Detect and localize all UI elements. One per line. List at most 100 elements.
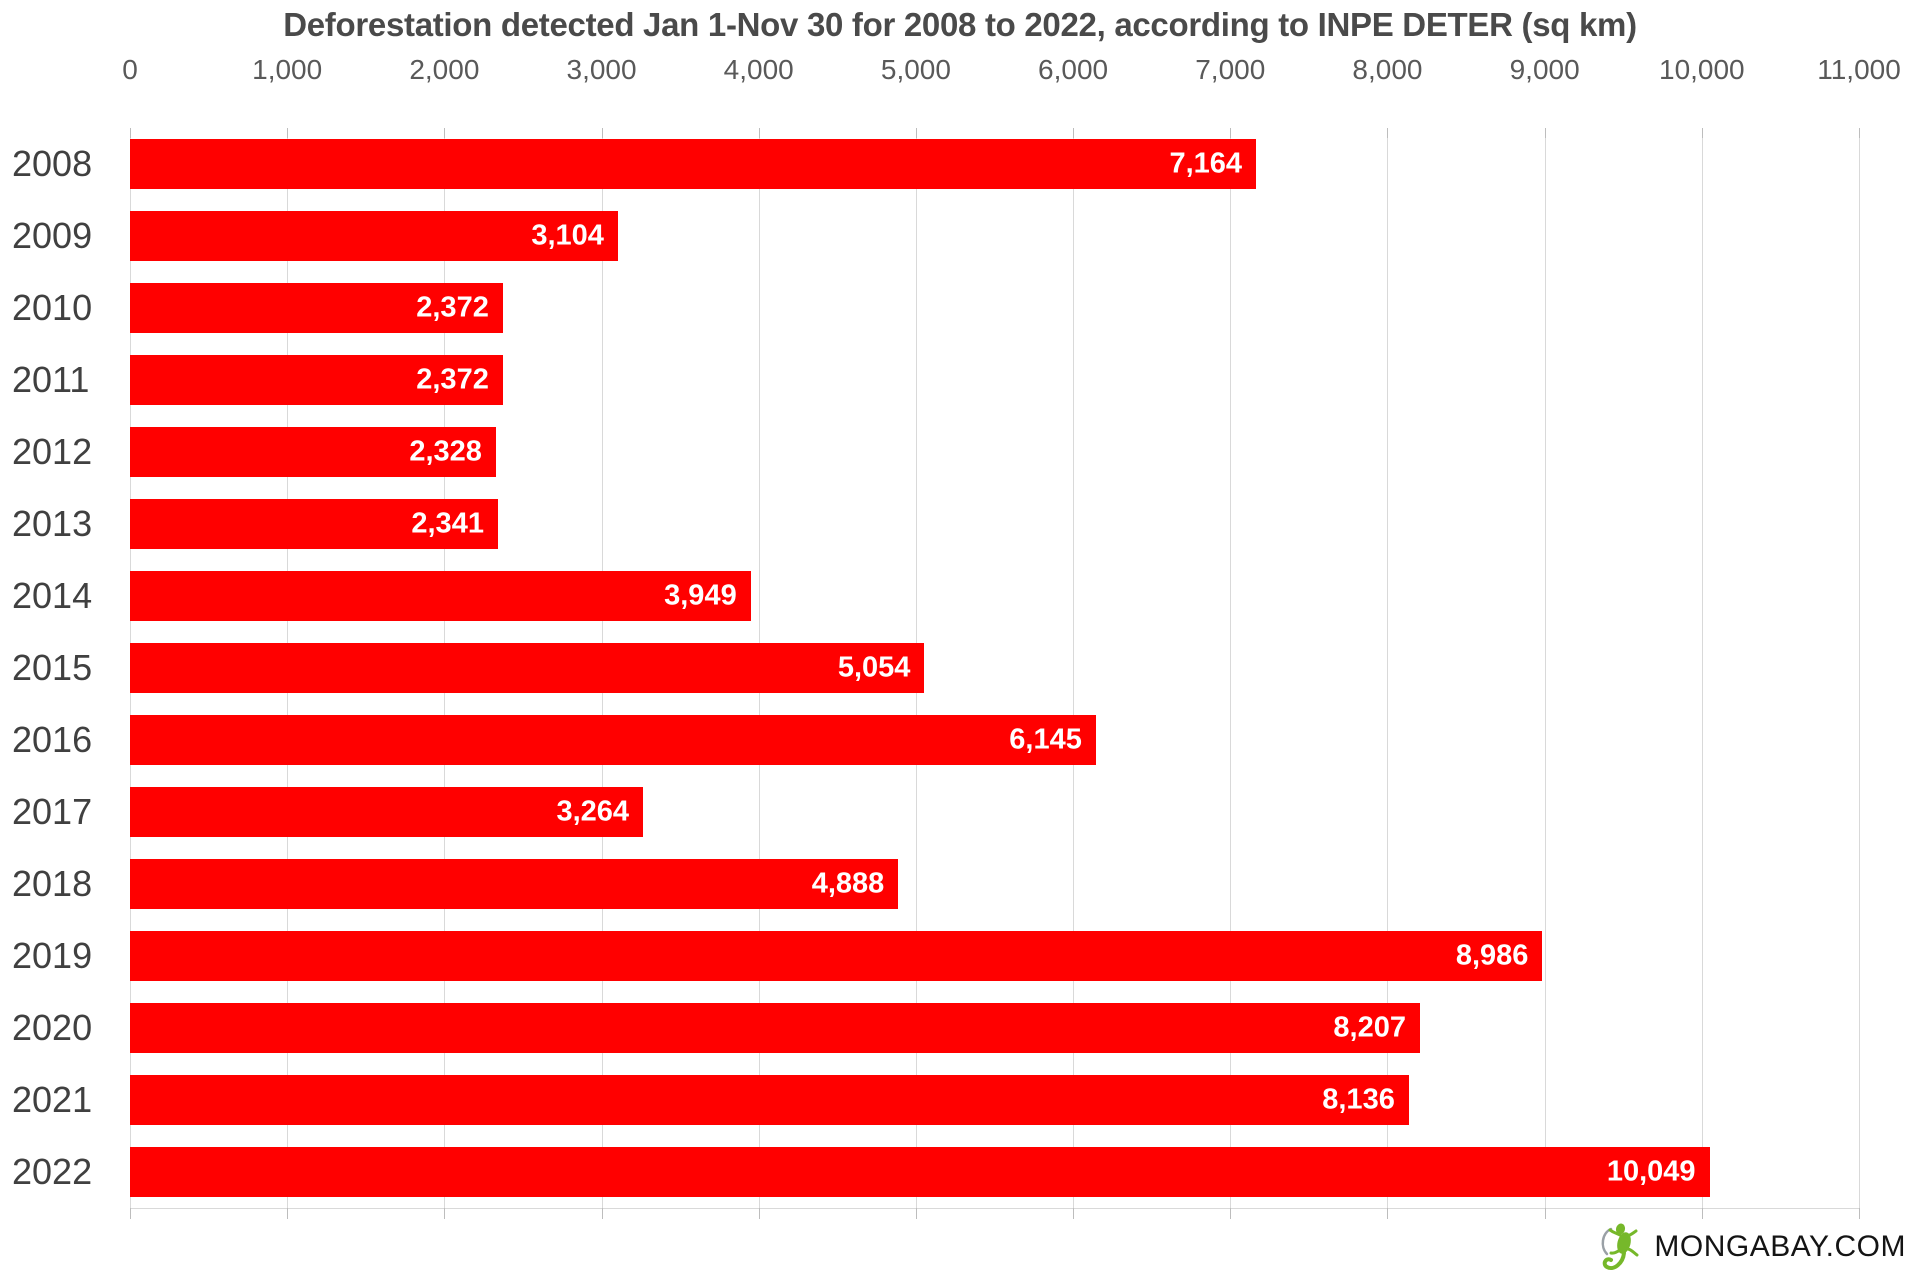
x-tick-label: 4,000 — [723, 54, 794, 85]
tick-mark-bottom — [287, 1208, 289, 1219]
bar: 2,341 — [130, 499, 498, 549]
bar-row: 5,054 — [130, 632, 1859, 704]
year-label: 2014 — [12, 575, 93, 616]
bar-row: 10,049 — [130, 1136, 1859, 1208]
year-label: 2020 — [12, 1007, 93, 1048]
tick-mark-top — [130, 128, 131, 138]
x-tick-label: 7,000 — [1195, 54, 1266, 85]
x-tick-label: 9,000 — [1509, 54, 1580, 85]
year-label: 2013 — [12, 503, 93, 544]
gecko-icon — [1601, 1223, 1639, 1270]
gridline — [1544, 128, 1546, 1208]
x-tick-label: 8,000 — [1352, 54, 1423, 85]
tick-mark-bottom — [1701, 1208, 1703, 1219]
bar-value-label: 8,207 — [1333, 1011, 1406, 1044]
bar-row: 8,986 — [130, 920, 1859, 992]
bar-value-label: 7,164 — [1169, 147, 1243, 180]
bar: 2,372 — [130, 283, 503, 333]
x-tick-label: 10,000 — [1658, 54, 1745, 85]
brand-text: MONGABAY.COM — [1654, 1230, 1906, 1263]
tick-mark-bottom — [1230, 1208, 1232, 1219]
bar: 8,136 — [130, 1075, 1409, 1125]
tick-mark-bottom — [1073, 1208, 1075, 1219]
bar-row: 8,136 — [130, 1064, 1859, 1136]
year-label: 2022 — [12, 1151, 93, 1192]
bar-value-label: 2,372 — [416, 363, 489, 396]
year-label: 2010 — [12, 287, 93, 328]
year-label: 2021 — [12, 1079, 93, 1120]
bar-value-label: 3,264 — [556, 795, 630, 828]
gridline — [1230, 128, 1232, 1208]
year-label: 2011 — [12, 359, 90, 400]
bar-value-label: 3,104 — [531, 219, 604, 252]
year-label: 2012 — [12, 431, 93, 472]
bar: 2,372 — [130, 355, 503, 405]
tick-mark-bottom — [1859, 1208, 1860, 1219]
tick-mark-top — [1544, 128, 1546, 138]
year-label: 2008 — [12, 143, 93, 184]
x-tick-label: 11,000 — [1817, 54, 1901, 85]
tick-mark-top — [287, 128, 289, 138]
x-tick-label: 1,000 — [252, 54, 323, 85]
tick-mark-bottom — [915, 1208, 917, 1219]
bar-value-label: 4,888 — [811, 867, 885, 900]
gridline — [1387, 128, 1389, 1208]
tick-mark-top — [915, 128, 917, 138]
bar-row: 3,264 — [130, 776, 1859, 848]
bar: 8,207 — [130, 1003, 1420, 1053]
year-label: 2017 — [12, 791, 93, 832]
bar: 10,049 — [130, 1147, 1710, 1197]
year-label: 2019 — [12, 935, 93, 976]
bar-value-label: 10,049 — [1606, 1155, 1696, 1188]
bar: 7,164 — [130, 139, 1257, 189]
bar-value-label: 8,986 — [1455, 939, 1529, 972]
tick-mark-bottom — [1387, 1208, 1389, 1219]
x-tick-label: 2,000 — [409, 54, 480, 85]
tick-mark-bottom — [601, 1208, 603, 1219]
y-axis-labels: 2008 2009 2010 2011 2012 2013 2014 2015 2016 2017… — [0, 0, 128, 1280]
tick-mark-bottom — [130, 1208, 131, 1219]
bar: 6,145 — [130, 715, 1096, 765]
bar-row: 2,372 — [130, 344, 1859, 416]
bar-row: 7,164 — [130, 128, 1859, 200]
year-label: 2016 — [12, 719, 93, 760]
bar-row: 2,372 — [130, 272, 1859, 344]
tick-mark-top — [1387, 128, 1389, 138]
bar-row: 2,341 — [130, 488, 1859, 560]
tick-mark-top — [444, 128, 446, 138]
year-label: 2009 — [12, 215, 93, 256]
bar: 4,888 — [130, 859, 899, 909]
tick-mark-bottom — [444, 1208, 446, 1219]
x-tick-label: 6,000 — [1038, 54, 1109, 85]
bar: 3,949 — [130, 571, 751, 621]
bar: 3,264 — [130, 787, 644, 837]
bar: 5,054 — [130, 643, 925, 693]
tick-mark-top — [1230, 128, 1232, 138]
gridline — [1701, 128, 1703, 1208]
bar-value-label: 5,054 — [837, 651, 911, 684]
x-tick-label: 0 — [122, 54, 138, 85]
bar-row: 3,949 — [130, 560, 1859, 632]
bar-value-label: 8,136 — [1322, 1083, 1395, 1116]
tick-mark-top — [1701, 128, 1703, 138]
x-tick-label: 5,000 — [880, 54, 951, 85]
brand-footer: MONGABAY.COM — [1598, 1220, 1906, 1274]
tick-mark-top — [758, 128, 760, 138]
chart-title: Deforestation detected Jan 1-Nov 30 for … — [283, 6, 1637, 43]
bar-row: 4,888 — [130, 848, 1859, 920]
plot-area: 7,164 3,104 2,372 2,372 2,328 2,341 3,949 5,054… — [130, 128, 1860, 1219]
bar: 8,986 — [130, 931, 1543, 981]
bar-row: 6,145 — [130, 704, 1859, 776]
bar-row: 3,104 — [130, 200, 1859, 272]
x-axis-labels: 0 1,000 2,000 3,000 4,000 5,000 6,000 7,000 8,00… — [122, 54, 1901, 94]
year-label: 2015 — [12, 647, 93, 688]
x-tick-label: 3,000 — [566, 54, 637, 85]
tick-mark-top — [601, 128, 603, 138]
bar-value-label: 3,949 — [664, 579, 737, 612]
bar-value-label: 2,341 — [411, 507, 484, 540]
bar-row: 2,328 — [130, 416, 1859, 488]
bar-value-label: 2,372 — [416, 291, 489, 324]
tick-mark-bottom — [1544, 1208, 1546, 1219]
tick-mark-top — [1859, 128, 1860, 138]
